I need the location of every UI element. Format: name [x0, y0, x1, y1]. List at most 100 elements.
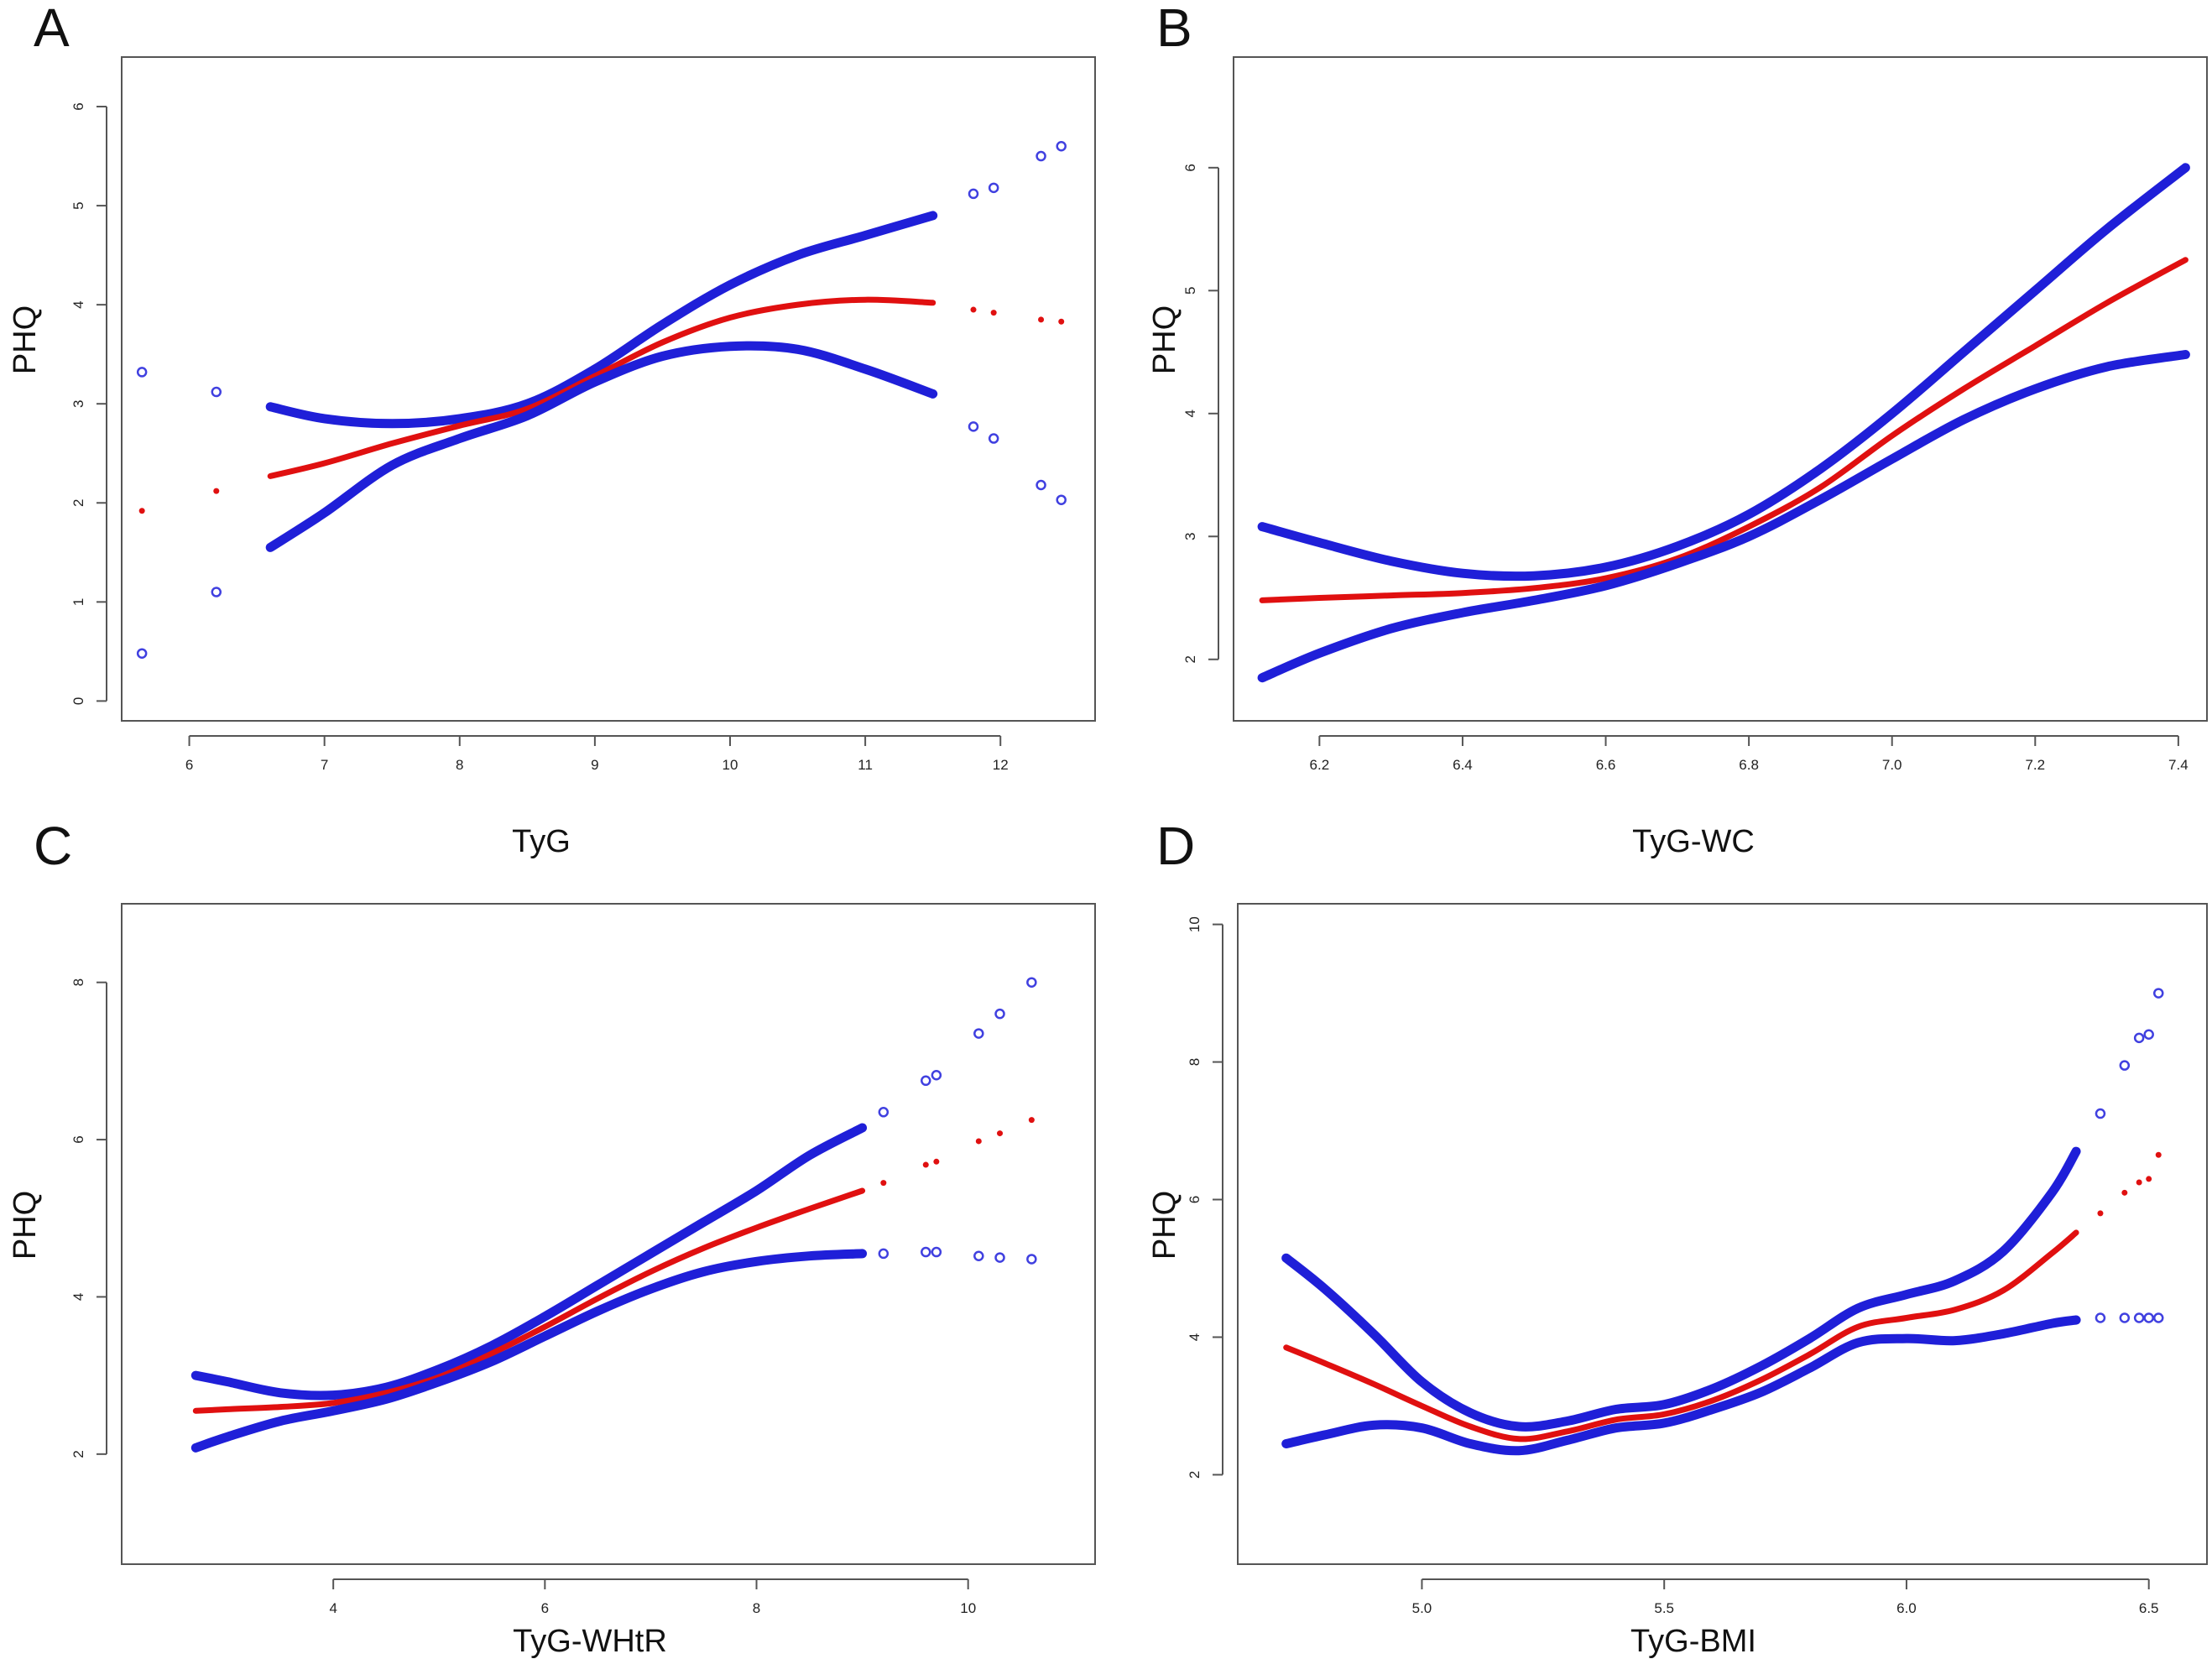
panel-c-upper-line [190, 1123, 868, 1401]
panel-c-frame [121, 903, 1096, 1565]
panel-b-x-tick-label: 7.0 [1882, 757, 1902, 773]
panel-d-y-tick-label: 2 [1187, 1471, 1203, 1479]
panel-a-fit-sparse-point [138, 508, 145, 514]
panel-c: C 4 6 8 10 2 4 6 8 TyG-WHtR PHQ [8, 816, 1096, 1659]
panel-a-fit-sparse-point [1038, 316, 1045, 323]
panel-d-y-tick-label: 8 [1187, 1058, 1203, 1066]
panel-a-lower-sparse-point [211, 587, 222, 597]
panel-c-fit-sparse-point [922, 1161, 929, 1168]
panel-a-upper-sparse-point [968, 188, 979, 200]
panel-a-y-tick-label: 5 [70, 201, 86, 209]
panel-d-upper-sparse-point [2143, 1029, 2154, 1041]
panel-d-x-axis: 5.0 5.5 6.0 6.5 [1412, 1578, 2159, 1616]
panel-a-x-tick-label: 7 [321, 757, 328, 773]
panel-a-fit-sparse-point [213, 488, 220, 494]
panel-d-fit-line [1283, 1229, 2079, 1442]
panel-c-x-tick-label: 8 [753, 1600, 760, 1616]
panel-a-y-tick-label: 1 [70, 598, 86, 606]
panel-a-fit-line [267, 296, 936, 479]
panel-d-upper-sparse-point [2095, 1108, 2106, 1119]
panel-a-x-tick-label: 6 [185, 757, 193, 773]
panel-a-x-title: TyG [512, 824, 571, 859]
panel-a-y-tick-label: 2 [70, 499, 86, 507]
panel-c-lower-line [190, 1249, 868, 1453]
panel-a-y-title: PHQ [8, 305, 43, 374]
panel-a-lower-sparse-point [1056, 494, 1067, 505]
panel-c-y-tick-label: 4 [70, 1293, 86, 1301]
panel-d-lower-sparse-point [2095, 1312, 2106, 1323]
panel-b-x-tick-label: 6.2 [1310, 757, 1330, 773]
panel-d-fit-sparse-point [2097, 1210, 2104, 1217]
panel-letter-c: C [34, 816, 72, 876]
panel-d-y-tick-label: 6 [1187, 1196, 1203, 1203]
panel-a-upper-sparse-point [1056, 141, 1067, 152]
panel-a-x-axis: 6 7 8 9 10 11 12 [185, 735, 1009, 773]
panel-a-upper-sparse-point [136, 367, 148, 378]
panel-b-y-tick-label: 6 [1182, 164, 1198, 171]
panel-c-upper-sparse-point [878, 1107, 889, 1118]
panel-a-y-tick-label: 4 [70, 300, 86, 308]
panel-a-fit-sparse-point [970, 306, 977, 313]
panel-c-fit-sparse-point [933, 1158, 940, 1165]
panel-d-x-tick-label: 5.0 [1412, 1600, 1432, 1616]
panel-letter-d: D [1156, 816, 1195, 876]
panel-a-y-tick-label: 6 [70, 102, 86, 110]
panel-a-x-tick-label: 9 [591, 757, 598, 773]
panel-a-lower-sparse-point [988, 433, 999, 444]
panel-d-lower-sparse-point [2143, 1312, 2154, 1323]
panel-c-lower-sparse-point [994, 1252, 1005, 1263]
panel-c-x-tick-label: 6 [541, 1600, 549, 1616]
panel-c-lower-sparse-point [921, 1246, 931, 1258]
panel-c-x-tick-label: 4 [329, 1600, 336, 1616]
panel-a-upper-sparse-point [1036, 150, 1046, 162]
panel-b-frame [1233, 56, 2208, 722]
panel-c-upper-sparse-point [921, 1075, 931, 1087]
panel-c-y-tick-label: 6 [70, 1135, 86, 1143]
panel-c-y-tick-label: 8 [70, 978, 86, 986]
panel-d-y-tick-label: 4 [1187, 1333, 1203, 1341]
panel-b-x-tick-label: 7.2 [2025, 757, 2045, 773]
panel-c-x-tick-label: 10 [960, 1600, 976, 1616]
panel-d-y-title: PHQ [1147, 1191, 1182, 1260]
panel-d-x-tick-label: 5.5 [1654, 1600, 1674, 1616]
panel-a-y-tick-label: 3 [70, 399, 86, 407]
panel-b-y-tick-label: 5 [1182, 287, 1198, 295]
panel-d-fit-sparse-point [2155, 1151, 2162, 1158]
panel-c-upper-sparse-point [931, 1069, 942, 1081]
panel-c-x-title: TyG-WHtR [513, 1624, 667, 1659]
panel-d-lower-line [1281, 1315, 2081, 1456]
panel-d-y-axis: 2 4 6 8 10 [1187, 916, 1223, 1479]
panel-d-upper-sparse-point [2153, 988, 2164, 999]
panel-b-y-axis: 2 3 4 5 6 [1182, 164, 1219, 663]
panel-c-y-title: PHQ [8, 1191, 43, 1260]
panel-c-fit-line [192, 1187, 866, 1414]
panel-c-y-axis: 2 4 6 8 [70, 978, 107, 1458]
panel-d-upper-sparse-point [2119, 1060, 2131, 1071]
panel-b-x-tick-label: 6.4 [1453, 757, 1473, 773]
panel-b: B 6.2 6.4 6.6 6.8 7.0 7.2 7.4 2 3 4 5 6 TyG-WC PHQ [1147, 0, 2208, 859]
panel-b-x-tick-label: 7.4 [2168, 757, 2189, 773]
panel-letter-b: B [1156, 0, 1192, 58]
panel-c-y-tick-label: 2 [70, 1450, 86, 1458]
panel-a-lower-sparse-point [968, 421, 979, 432]
panel-b-y-tick-label: 3 [1182, 533, 1198, 540]
panel-b-x-axis: 6.2 6.4 6.6 6.8 7.0 7.2 7.4 [1310, 735, 2189, 773]
panel-d-lower-sparse-point [2133, 1312, 2145, 1323]
panel-a-upper-sparse-point [988, 182, 999, 194]
panel-b-x-title: TyG-WC [1632, 824, 1755, 859]
panel-a-x-tick-label: 11 [858, 757, 873, 773]
panel-d-lower-sparse-point [2153, 1312, 2164, 1323]
panel-c-series [190, 977, 1037, 1453]
panel-a-series [136, 141, 1067, 659]
panel-c-upper-sparse-point [1026, 977, 1037, 988]
panel-d-fit-sparse-point [2121, 1189, 2128, 1196]
panel-d-series [1281, 988, 2164, 1456]
panel-b-y-tick-label: 4 [1182, 410, 1198, 417]
panel-d-x-title: TyG-BMI [1630, 1624, 1756, 1659]
panel-a-lower-sparse-point [1036, 479, 1046, 491]
panel-c-lower-sparse-point [931, 1246, 942, 1258]
panel-b-x-tick-label: 6.8 [1739, 757, 1759, 773]
panel-a-fit-sparse-point [990, 310, 997, 316]
